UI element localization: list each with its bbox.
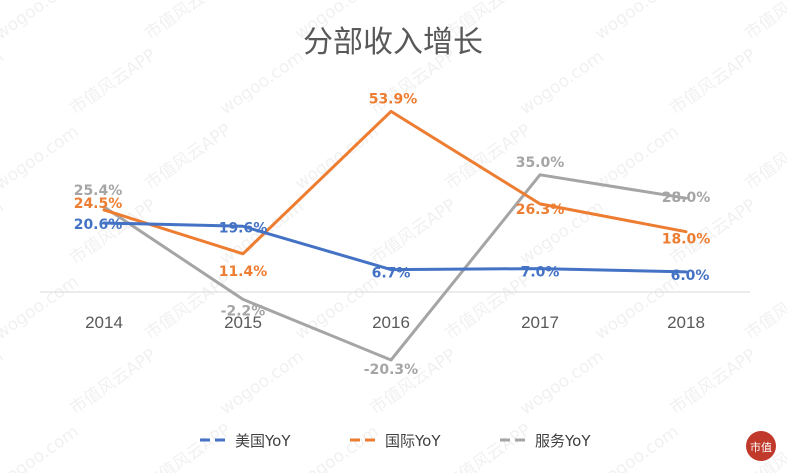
watermark-text: wogoo.com <box>216 347 307 419</box>
watermark-text: 市值风云APP <box>141 420 235 473</box>
watermark-text: 市值风云APP <box>441 420 535 473</box>
series-line-2 <box>102 173 688 362</box>
data-label: 35.0% <box>516 155 565 171</box>
series-lines <box>102 109 688 362</box>
watermark-text: wogoo.com <box>0 347 8 419</box>
watermark-text: 市值风云APP <box>741 120 787 194</box>
x-tick-label: 2018 <box>667 313 705 332</box>
watermark-text: wogoo.com <box>0 272 83 344</box>
watermark-text: wogoo.com <box>0 122 83 194</box>
data-label: 53.9% <box>369 91 418 107</box>
watermark-text: wogoo.com <box>0 47 8 119</box>
x-tick-label: 2014 <box>85 313 123 332</box>
watermark-text: wogoo.com <box>591 272 682 344</box>
watermark-text: wogoo.com <box>516 47 607 119</box>
legend-label: 国际YoY <box>385 432 441 450</box>
watermark-text: 市值风云APP <box>141 0 235 44</box>
watermark-text: 市值风云APP <box>66 45 160 119</box>
data-label: 20.6% <box>74 217 123 233</box>
watermark-text: 市值风云APP <box>666 45 760 119</box>
data-label: 11.4% <box>219 264 268 280</box>
watermark-text: wogoo.com <box>0 197 8 269</box>
data-labels: 20.6% 19.6% 6.7% 7.0% 6.0% 24.5% 11.4% 53.9% 26.… <box>74 91 711 378</box>
data-label: -20.3% <box>364 362 418 378</box>
data-label: 19.6% <box>219 220 268 236</box>
x-tick-label: 2017 <box>521 313 559 332</box>
watermark-text: wogoo.com <box>591 0 682 44</box>
watermark-text: 市值风云APP <box>741 0 787 44</box>
data-label: 25.4% <box>74 183 123 199</box>
data-label: 26.3% <box>516 202 565 218</box>
brand-logo-seal <box>746 431 776 461</box>
brand-logo-text: 市值 <box>750 440 772 454</box>
chart-title: 分部收入增长 <box>303 25 483 60</box>
watermark-text: wogoo.com <box>291 422 382 473</box>
data-label: 28.0% <box>662 190 711 206</box>
x-tick-labels: 2014 2015 2016 2017 2018 <box>85 313 705 332</box>
watermark-text: wogoo.com <box>291 272 382 344</box>
watermark-text: wogoo.com <box>591 122 682 194</box>
data-label: 6.7% <box>372 266 411 282</box>
x-tick-label: 2016 <box>372 313 410 332</box>
watermark-text: 市值风云APP <box>366 195 460 269</box>
data-label: 6.0% <box>671 268 710 284</box>
legend-label: 美国YoY <box>235 432 291 450</box>
watermark-text: 市值风云APP <box>141 120 235 194</box>
watermark-text: wogoo.com <box>0 0 83 44</box>
watermark-text: 市值风云APP <box>66 345 160 419</box>
legend: 美国YoY 国际YoY 服务YoY <box>200 432 591 450</box>
data-label: 7.0% <box>521 265 560 281</box>
watermark-text: wogoo.com <box>216 47 307 119</box>
series-line-1 <box>102 109 688 256</box>
data-label: -2.2% <box>221 303 266 319</box>
legend-label: 服务YoY <box>535 432 591 450</box>
data-label: 18.0% <box>662 232 711 248</box>
x-tick-label: 2015 <box>224 313 262 332</box>
watermark-text: wogoo.com <box>591 422 682 473</box>
watermark-text: 市值风云APP <box>741 270 787 344</box>
data-label: 24.5% <box>74 196 123 212</box>
watermark-text: wogoo.com <box>516 347 607 419</box>
watermark-text: wogoo.com <box>0 422 83 473</box>
series-line-0 <box>102 221 688 274</box>
watermark-text: 市值风云APP <box>666 345 760 419</box>
brand-logo: 市值 <box>746 431 776 461</box>
